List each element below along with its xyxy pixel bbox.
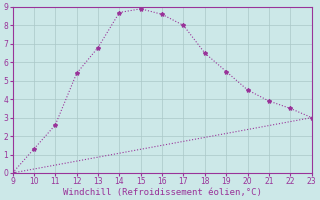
X-axis label: Windchill (Refroidissement éolien,°C): Windchill (Refroidissement éolien,°C) [63,188,261,197]
